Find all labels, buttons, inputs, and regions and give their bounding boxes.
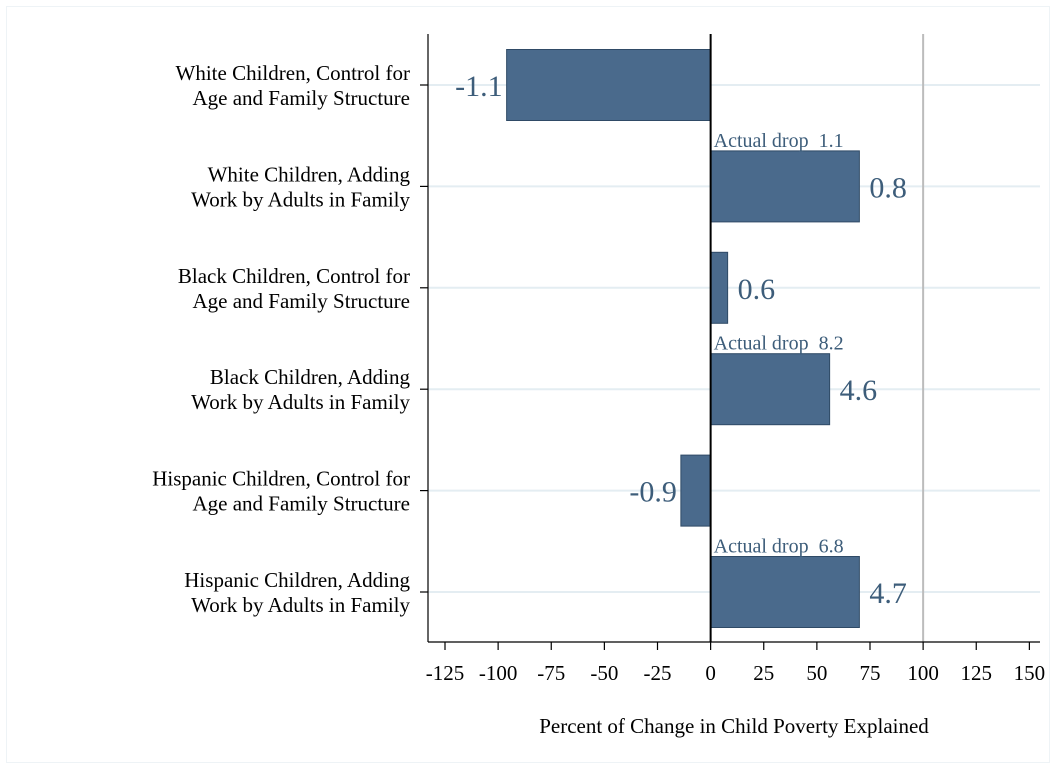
bar <box>710 150 860 223</box>
value-label: -0.9 <box>629 476 677 509</box>
actual-drop-annotation: Actual drop 1.1 <box>714 130 844 152</box>
category-label: Work by Adults in Family <box>191 390 410 414</box>
category-label: Hispanic Children, Adding <box>184 568 410 592</box>
x-tick-label: -125 <box>426 661 465 685</box>
bar <box>710 353 831 426</box>
category-label: White Children, Adding <box>208 162 411 186</box>
x-tick-label: 150 <box>1014 661 1046 685</box>
value-label: 0.6 <box>738 273 776 306</box>
bar <box>710 556 860 628</box>
x-tick-label: -100 <box>479 661 518 685</box>
x-tick-label: -25 <box>644 661 672 685</box>
x-tick-label: 0 <box>705 661 716 685</box>
value-label: 4.6 <box>840 374 878 407</box>
category-label: Black Children, Control for <box>178 264 410 288</box>
category-label: Hispanic Children, Control for <box>152 467 410 491</box>
x-tick-label: 125 <box>961 661 993 685</box>
x-tick-label: 50 <box>806 661 827 685</box>
actual-drop-annotation: Actual drop 6.8 <box>714 536 844 558</box>
actual-drop-annotation: Actual drop 8.2 <box>714 333 844 355</box>
value-label: -1.1 <box>455 70 503 103</box>
value-label: 4.7 <box>869 577 907 610</box>
category-label: Age and Family Structure <box>192 492 410 516</box>
category-label: Black Children, Adding <box>210 365 411 389</box>
chart-frame <box>6 6 1050 763</box>
value-label: 0.8 <box>869 171 907 204</box>
bar <box>506 49 712 121</box>
bar <box>710 251 729 324</box>
category-label: Age and Family Structure <box>192 289 410 313</box>
x-tick-label: 100 <box>907 661 939 685</box>
x-axis-title: Percent of Change in Child Poverty Expla… <box>539 714 929 738</box>
x-tick-label: 25 <box>753 661 774 685</box>
x-tick-label: 75 <box>860 661 881 685</box>
category-label: Work by Adults in Family <box>191 187 410 211</box>
bar <box>680 454 712 527</box>
category-label: Work by Adults in Family <box>191 593 410 617</box>
x-tick-label: -50 <box>590 661 618 685</box>
x-tick-label: -75 <box>537 661 565 685</box>
category-label: Age and Family Structure <box>192 86 410 110</box>
category-label: White Children, Control for <box>176 61 410 85</box>
